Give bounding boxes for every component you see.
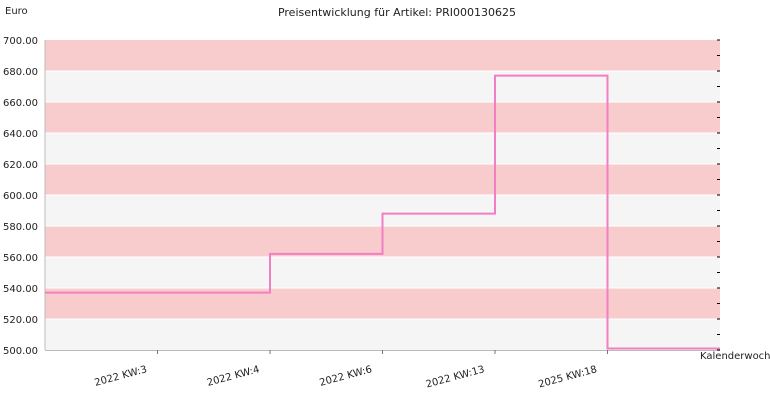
x-axis-label: Kalenderwoche	[700, 351, 770, 362]
band	[45, 40, 720, 71]
y-tick-label: 560.00	[3, 253, 38, 264]
band	[45, 133, 720, 164]
x-tick-label: 2022 KW:3	[93, 364, 148, 389]
price-series-line	[45, 74, 720, 350]
band	[45, 164, 720, 195]
y-tick-label: 580.00	[3, 222, 38, 233]
band	[45, 257, 720, 288]
axes	[44, 39, 720, 354]
y-tick-label: 600.00	[3, 191, 38, 202]
y-tick-label: 620.00	[3, 160, 38, 171]
y-tick-label: 540.00	[3, 284, 38, 295]
series-layer	[45, 74, 720, 350]
y-axis-label: Euro	[5, 6, 28, 17]
background-bands	[45, 40, 720, 350]
band	[45, 319, 720, 350]
chart-title: Preisentwicklung für Artikel: PRI0001306…	[278, 6, 516, 19]
x-tick-label: 2022 KW:4	[206, 364, 261, 389]
band	[45, 71, 720, 102]
y-tick-label: 700.00	[3, 36, 38, 47]
x-tick-label: 2025 KW:18	[537, 364, 598, 390]
y-tick-label: 500.00	[3, 346, 38, 357]
y-tick-label: 660.00	[3, 98, 38, 109]
y-tick-label: 520.00	[3, 315, 38, 326]
y-tick-label: 680.00	[3, 67, 38, 78]
y-tick-label: 640.00	[3, 129, 38, 140]
x-tick-label: 2022 KW:13	[425, 364, 486, 390]
band	[45, 102, 720, 133]
x-tick-labels: 2022 KW:3 2022 KW:4 2022 KW:6 2022 KW:13 202…	[93, 364, 598, 390]
x-tick-label: 2022 KW:6	[318, 364, 373, 389]
y-tick-labels: 500.00 520.00 540.00 560.00 580.00 600.00 620.…	[3, 36, 38, 357]
